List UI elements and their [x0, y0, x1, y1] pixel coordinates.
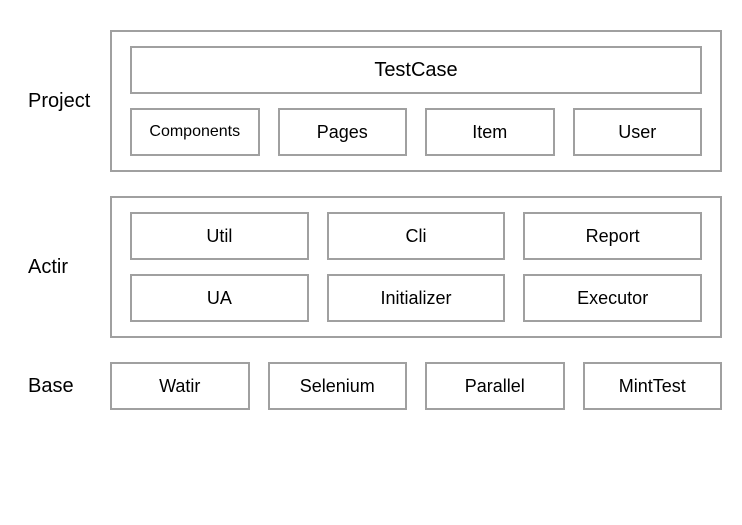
box-selenium: Selenium	[268, 362, 408, 410]
box-parallel: Parallel	[425, 362, 565, 410]
layer-base-label: Base	[20, 375, 110, 398]
box-pages: Pages	[278, 108, 408, 156]
box-cli: Cli	[327, 212, 506, 260]
layer-actir-label: Actir	[20, 256, 110, 279]
box-minttest: MintTest	[583, 362, 723, 410]
box-testcase: TestCase	[130, 46, 702, 94]
base-row: Watir Selenium Parallel MintTest	[110, 362, 722, 410]
layer-actir-content: Util Cli Report UA Initializer Executor	[110, 196, 722, 338]
box-ua: UA	[130, 274, 309, 322]
actir-outer-box: Util Cli Report UA Initializer Executor	[110, 196, 722, 338]
box-watir: Watir	[110, 362, 250, 410]
box-initializer: Initializer	[327, 274, 506, 322]
layer-project: Project TestCase Components Pages Item U…	[20, 30, 722, 172]
box-util: Util	[130, 212, 309, 260]
box-report: Report	[523, 212, 702, 260]
box-executor: Executor	[523, 274, 702, 322]
layer-project-label: Project	[20, 90, 110, 113]
project-row-2: Components Pages Item User	[130, 108, 702, 156]
actir-row-2: UA Initializer Executor	[130, 274, 702, 322]
layer-project-content: TestCase Components Pages Item User	[110, 30, 722, 172]
layer-actir: Actir Util Cli Report UA Initializer Exe…	[20, 196, 722, 338]
layer-base-content: Watir Selenium Parallel MintTest	[110, 362, 722, 410]
actir-row-1: Util Cli Report	[130, 212, 702, 260]
layer-base: Base Watir Selenium Parallel MintTest	[20, 362, 722, 410]
project-outer-box: TestCase Components Pages Item User	[110, 30, 722, 172]
box-user: User	[573, 108, 703, 156]
box-item: Item	[425, 108, 555, 156]
box-components: Components	[130, 108, 260, 156]
